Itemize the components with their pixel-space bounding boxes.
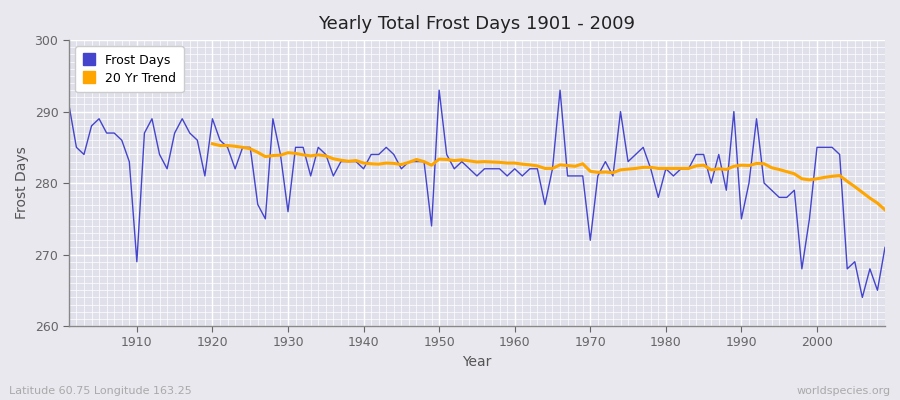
Frost Days (517, 174, 527, 178)
Frost Days (124, 159, 135, 164)
20 Yr Trend (676, 166, 687, 171)
20 Yr Trend (411, 157, 422, 162)
Line: 20 Yr Trend: 20 Yr Trend (212, 144, 885, 210)
20 Yr Trend (298, 152, 309, 157)
Frost Days (857, 295, 868, 300)
20 Yr Trend (207, 141, 218, 146)
X-axis label: Year: Year (463, 355, 491, 369)
Frost Days (336, 159, 346, 164)
Frost Days (63, 102, 74, 107)
Title: Yearly Total Frost Days 1901 - 2009: Yearly Total Frost Days 1901 - 2009 (319, 15, 635, 33)
Frost Days (608, 174, 618, 178)
Line: Frost Days: Frost Days (68, 90, 885, 298)
20 Yr Trend (850, 184, 860, 189)
Frost Days (509, 166, 520, 171)
20 Yr Trend (879, 208, 890, 212)
Frost Days (434, 88, 445, 92)
Y-axis label: Frost Days: Frost Days (15, 147, 29, 220)
Text: Latitude 60.75 Longitude 163.25: Latitude 60.75 Longitude 163.25 (9, 386, 192, 396)
20 Yr Trend (766, 165, 777, 170)
Frost Days (879, 245, 890, 250)
Legend: Frost Days, 20 Yr Trend: Frost Days, 20 Yr Trend (75, 46, 184, 92)
Frost Days (290, 145, 301, 150)
20 Yr Trend (781, 169, 792, 174)
Text: worldspecies.org: worldspecies.org (796, 386, 891, 396)
